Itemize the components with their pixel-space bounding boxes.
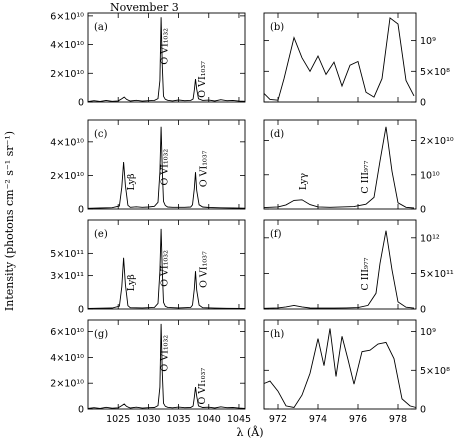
- line-id-label: O VI₁₀₃₂: [160, 28, 171, 65]
- line-id-label: O VI₁₀₃₇: [197, 61, 208, 98]
- x-axis-label: λ (Å): [237, 425, 264, 439]
- y-tick-label: 2×10¹⁰: [420, 136, 454, 147]
- panel-e: 0 3×10¹¹ 5×10¹¹ (e) Lyβ O VI₁₀₃₂ O VI₁₀₃₇: [50, 219, 246, 316]
- y-tick-label: 10⁹: [420, 36, 436, 47]
- panel-b: 0 5×10⁸ 10⁹ (b): [263, 12, 450, 109]
- panel-frame: [263, 12, 417, 103]
- y-tick-label: 4×10¹⁰: [50, 353, 84, 364]
- panel-g: 1025 1030 1035 1040 1045 0 2×10¹⁰ 4×10¹⁰ 6×10¹⁰ (…: [50, 319, 251, 425]
- y-tick-label: 10⁹: [420, 327, 436, 338]
- figure-title: November 3: [110, 1, 179, 14]
- x-tick-label: 1040: [197, 414, 221, 425]
- panel-frame: [87, 119, 246, 210]
- panel-frame: [263, 119, 417, 210]
- y-tick-label: 4×10¹⁰: [50, 40, 84, 51]
- y-tick-label: 5×10¹¹: [50, 249, 84, 260]
- y-tick-label: 0: [420, 405, 426, 416]
- y-tick-label: 0: [420, 305, 426, 316]
- panel-label: (f): [270, 229, 282, 240]
- panel-a: 0 2×10¹⁰ 4×10¹⁰ 6×10¹⁰ (a) O VI₁₀₃₂ O VI₁₀₃₇: [50, 11, 246, 109]
- x-tick-label: 974: [309, 414, 327, 425]
- y-tick-label: 10¹⁰: [420, 170, 440, 181]
- panel-label: (h): [270, 329, 284, 340]
- panel-frame: [87, 319, 246, 410]
- panel-frame: [263, 319, 417, 410]
- line-id-label: Lyγ: [298, 173, 309, 191]
- x-tick-label: 1045: [227, 414, 251, 425]
- panel-frame: [263, 219, 417, 310]
- spectrum-line: [263, 17, 415, 101]
- panel-label: (a): [94, 22, 108, 33]
- x-tick-label: 978: [389, 414, 407, 425]
- line-id-label: O VI₁₀₃₇: [198, 150, 209, 187]
- y-tick-label: 0: [78, 205, 84, 216]
- x-tick-label: 1030: [136, 414, 160, 425]
- x-tick-label: 972: [269, 414, 287, 425]
- panel-h: 972 974 976 978 0 5×10⁸ 10⁹ (h): [263, 319, 450, 425]
- spectrum-line: [87, 228, 246, 309]
- y-tick-label: 2×10¹⁰: [50, 171, 84, 182]
- spectrum-line: [263, 230, 415, 309]
- y-tick-label: 0: [420, 205, 426, 216]
- panel-label: (b): [270, 22, 284, 33]
- line-id-label: C III₉₇₇: [360, 160, 371, 193]
- spectrum-line: [263, 126, 415, 209]
- x-tick-label: 976: [349, 414, 367, 425]
- y-tick-label: 4×10¹⁰: [50, 137, 84, 148]
- y-tick-label: 0: [420, 98, 426, 109]
- y-tick-label: 0: [78, 405, 84, 416]
- spectrum-line: [263, 328, 417, 409]
- line-id-label: O VI₁₀₃₂: [160, 149, 171, 186]
- y-tick-label: 6×10¹⁰: [50, 327, 84, 338]
- panel-frame: [87, 219, 246, 310]
- y-tick-label: 3×10¹¹: [50, 271, 84, 282]
- spectrum-line: [87, 323, 246, 409]
- y-axis-label: Intensity (photons cm⁻² s⁻¹ sr⁻¹): [3, 131, 16, 311]
- y-tick-label: 2×10¹⁰: [50, 69, 84, 80]
- panel-c: 0 2×10¹⁰ 4×10¹⁰ (c) Lyβ O VI₁₀₃₂ O VI₁₀₃₇: [50, 119, 246, 216]
- line-id-label: O VI₁₀₃₂: [160, 335, 171, 372]
- y-tick-label: 5×10⁸: [420, 366, 450, 377]
- y-tick-label: 0: [78, 98, 84, 109]
- line-id-label: C III₉₇₇: [360, 257, 371, 290]
- line-id-label: Lyβ: [126, 173, 137, 191]
- y-tick-label: 6×10¹⁰: [50, 11, 84, 22]
- y-tick-label: 10¹²: [420, 233, 440, 244]
- y-tick-label: 5×10¹¹: [420, 269, 454, 280]
- y-tick-label: 2×10¹⁰: [50, 379, 84, 390]
- spectrum-line: [87, 126, 246, 209]
- panel-label: (g): [94, 329, 108, 340]
- spectrum-line: [87, 17, 246, 103]
- panel-label: (d): [270, 129, 284, 140]
- x-tick-label: 1025: [106, 414, 130, 425]
- y-tick-label: 0: [78, 305, 84, 316]
- panel-frame: [87, 12, 246, 103]
- panels-group: 0 2×10¹⁰ 4×10¹⁰ 6×10¹⁰ (a) O VI₁₀₃₂ O VI₁₀₃₇ 0 5…: [50, 11, 454, 425]
- line-id-label: O VI₁₀₃₇: [197, 368, 208, 405]
- panel-label: (e): [94, 229, 108, 240]
- line-id-label: O VI₁₀₃₂: [160, 250, 171, 287]
- line-id-label: Lyβ: [126, 274, 137, 292]
- x-tick-label: 1035: [166, 414, 190, 425]
- panel-label: (c): [94, 129, 108, 140]
- line-id-label: O VI₁₀₃₇: [198, 251, 209, 288]
- panel-f: 0 5×10¹¹ 10¹² (f) C III₉₇₇: [263, 219, 454, 316]
- y-tick-label: 5×10⁸: [420, 67, 450, 78]
- panel-d: 0 10¹⁰ 2×10¹⁰ (d) Lyγ C III₉₇₇: [263, 119, 454, 216]
